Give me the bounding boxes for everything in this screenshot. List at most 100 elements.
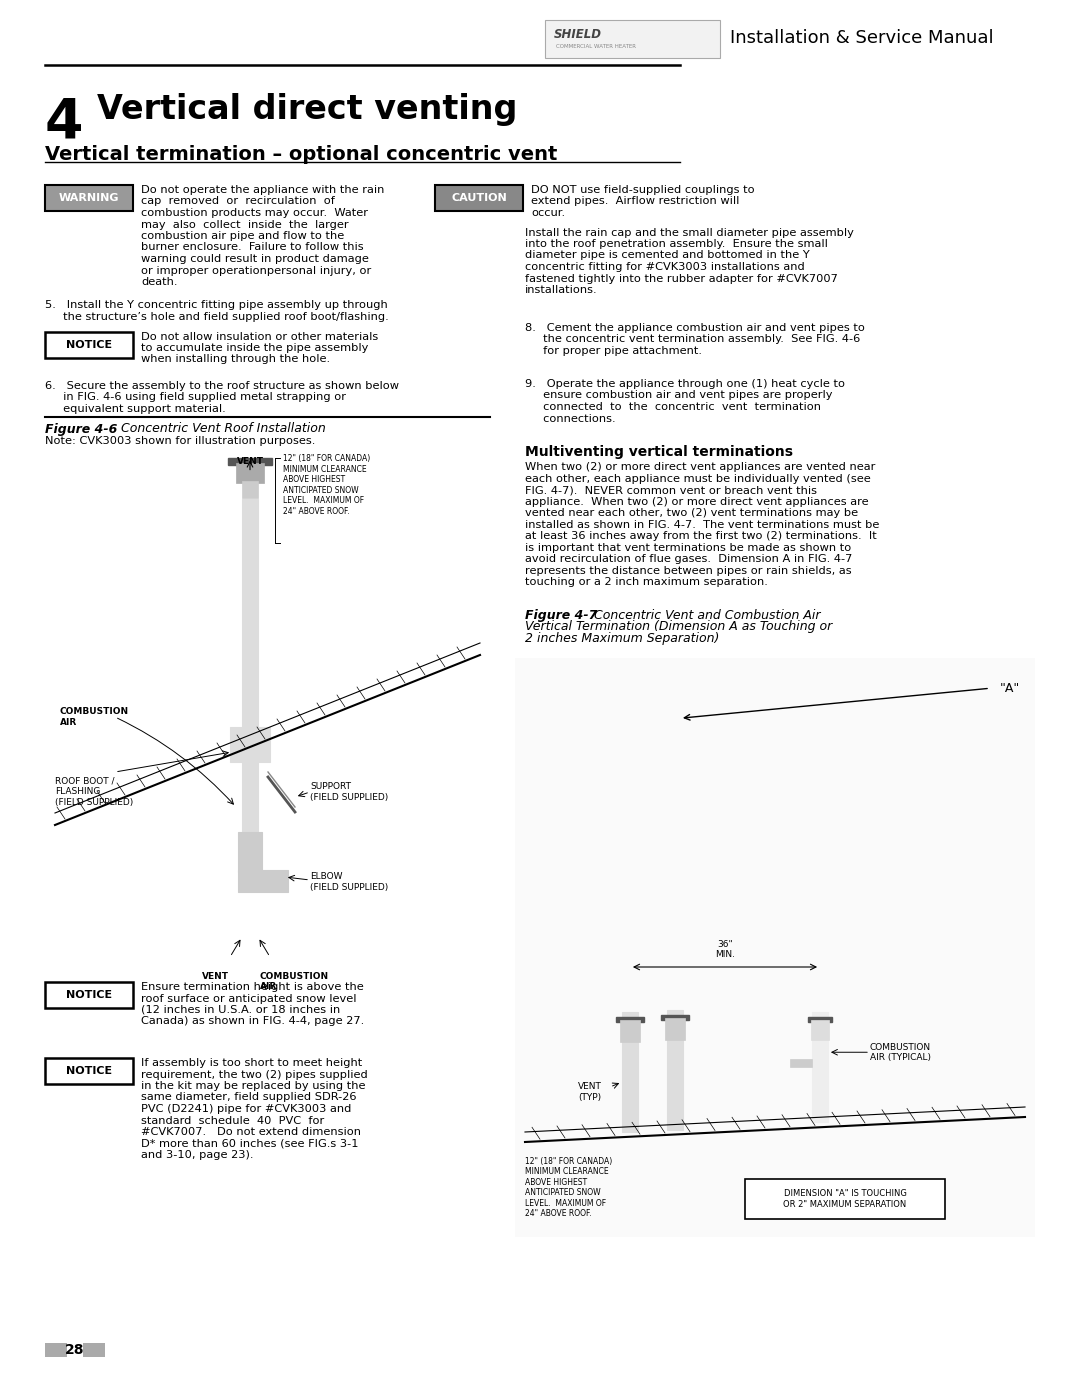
Bar — [237, 462, 264, 482]
Text: Ensure termination height is above the: Ensure termination height is above the — [141, 982, 364, 992]
Bar — [238, 833, 262, 872]
Text: same diameter, field supplied SDR-26: same diameter, field supplied SDR-26 — [141, 1092, 356, 1102]
Text: 5.   Install the Y concentric fitting pipe assembly up through: 5. Install the Y concentric fitting pipe… — [45, 300, 388, 310]
Text: NOTICE: NOTICE — [66, 1066, 112, 1076]
Bar — [45, 184, 133, 211]
Text: extend pipes.  Airflow restriction will: extend pipes. Airflow restriction will — [531, 197, 740, 207]
Bar — [745, 1179, 945, 1220]
Text: 2 inches Maximum Separation): 2 inches Maximum Separation) — [525, 631, 719, 645]
Text: or improper operationpersonal injury, or: or improper operationpersonal injury, or — [141, 265, 372, 275]
Text: When two (2) or more direct vent appliances are vented near: When two (2) or more direct vent applian… — [525, 462, 876, 472]
Text: connections.: connections. — [525, 414, 616, 423]
Text: Vertical Termination (Dimension A as Touching or: Vertical Termination (Dimension A as Tou… — [525, 620, 833, 633]
Bar — [620, 1020, 640, 1042]
Text: 12" (18" FOR CANADA)
MINIMUM CLEARANCE
ABOVE HIGHEST
ANTICIPATED SNOW
LEVEL.  MA: 12" (18" FOR CANADA) MINIMUM CLEARANCE A… — [283, 454, 370, 515]
Text: vented near each other, two (2) vent terminations may be: vented near each other, two (2) vent ter… — [525, 509, 859, 518]
Text: standard  schedule  40  PVC  for: standard schedule 40 PVC for — [141, 1115, 324, 1126]
Text: appliance.  When two (2) or more direct vent appliances are: appliance. When two (2) or more direct v… — [525, 497, 868, 507]
Text: represents the distance between pipes or rain shields, as: represents the distance between pipes or… — [525, 566, 852, 576]
Text: avoid recirculation of flue gases.  Dimension A in FIG. 4-7: avoid recirculation of flue gases. Dimen… — [525, 555, 852, 564]
Text: 6.   Secure the assembly to the roof structure as shown below: 6. Secure the assembly to the roof struc… — [45, 381, 399, 391]
Bar — [237, 499, 264, 856]
Text: the structure’s hole and field supplied roof boot/flashing.: the structure’s hole and field supplied … — [45, 312, 389, 321]
Text: for proper pipe attachment.: for proper pipe attachment. — [525, 346, 702, 356]
Text: (12 inches in U.S.A. or 18 inches in: (12 inches in U.S.A. or 18 inches in — [141, 1004, 340, 1016]
Text: fastened tightly into the rubber adapter for #CVK7007: fastened tightly into the rubber adapter… — [525, 274, 838, 284]
Text: COMBUSTION
AIR: COMBUSTION AIR — [260, 972, 329, 992]
Text: VENT: VENT — [237, 457, 264, 467]
Text: equivalent support material.: equivalent support material. — [45, 404, 226, 414]
Text: Figure 4-6: Figure 4-6 — [45, 422, 118, 436]
Text: diameter pipe is cemented and bottomed in the Y: diameter pipe is cemented and bottomed i… — [525, 250, 810, 260]
Bar — [665, 1017, 685, 1039]
Text: DO NOT use field-supplied couplings to: DO NOT use field-supplied couplings to — [531, 184, 755, 196]
Bar — [228, 457, 272, 464]
Text: concentric fitting for #CVK3003 installations and: concentric fitting for #CVK3003 installa… — [525, 263, 805, 272]
Text: VENT
(TYP): VENT (TYP) — [578, 1083, 602, 1102]
Text: when installing through the hole.: when installing through the hole. — [141, 355, 330, 365]
Text: SHIELD: SHIELD — [554, 28, 602, 41]
Text: the concentric vent termination assembly.  See FIG. 4-6: the concentric vent termination assembly… — [525, 334, 861, 345]
Bar — [812, 1013, 828, 1122]
Text: D* more than 60 inches (see FIG.s 3-1: D* more than 60 inches (see FIG.s 3-1 — [141, 1139, 359, 1148]
Text: SUPPORT
(FIELD SUPPLIED): SUPPORT (FIELD SUPPLIED) — [310, 782, 388, 802]
Text: requirement, the two (2) pipes supplied: requirement, the two (2) pipes supplied — [141, 1070, 368, 1080]
Text: Vertical direct venting: Vertical direct venting — [97, 94, 517, 126]
Text: ELBOW
(FIELD SUPPLIED): ELBOW (FIELD SUPPLIED) — [310, 872, 388, 891]
Text: to accumulate inside the pipe assembly: to accumulate inside the pipe assembly — [141, 344, 368, 353]
Text: roof surface or anticipated snow level: roof surface or anticipated snow level — [141, 993, 356, 1003]
Text: each other, each appliance must be individually vented (see: each other, each appliance must be indiv… — [525, 474, 870, 483]
Text: CAUTION: CAUTION — [451, 193, 507, 203]
Text: WARNING: WARNING — [58, 193, 119, 203]
Text: NOTICE: NOTICE — [66, 339, 112, 349]
Text: 9.   Operate the appliance through one (1) heat cycle to: 9. Operate the appliance through one (1)… — [525, 379, 845, 388]
Text: in FIG. 4-6 using field supplied metal strapping or: in FIG. 4-6 using field supplied metal s… — [45, 393, 346, 402]
Text: into the roof penetration assembly.  Ensure the small: into the roof penetration assembly. Ensu… — [525, 239, 828, 249]
Bar — [45, 1058, 133, 1084]
Text: VENT: VENT — [202, 972, 229, 981]
Text: burner enclosure.  Failure to follow this: burner enclosure. Failure to follow this — [141, 243, 364, 253]
Bar — [811, 1020, 829, 1041]
Text: COMBUSTION
AIR (TYPICAL): COMBUSTION AIR (TYPICAL) — [870, 1042, 931, 1062]
Text: connected  to  the  concentric  vent  termination: connected to the concentric vent termina… — [525, 402, 821, 412]
Text: in the kit may be replaced by using the: in the kit may be replaced by using the — [141, 1081, 365, 1091]
Text: 12" (18" FOR CANADA)
MINIMUM CLEARANCE
ABOVE HIGHEST
ANTICIPATED SNOW
LEVEL.  MA: 12" (18" FOR CANADA) MINIMUM CLEARANCE A… — [525, 1157, 612, 1218]
Text: installations.: installations. — [525, 285, 597, 295]
Bar — [242, 499, 258, 877]
Text: NOTICE: NOTICE — [66, 990, 112, 1000]
Bar — [661, 1014, 689, 1020]
Text: COMBUSTION
AIR: COMBUSTION AIR — [60, 707, 130, 726]
Text: Concentric Vent and Combustion Air: Concentric Vent and Combustion Air — [590, 609, 821, 622]
Text: Vertical termination – optional concentric vent: Vertical termination – optional concentr… — [45, 145, 557, 163]
Bar — [545, 20, 720, 59]
Bar — [238, 870, 288, 893]
Text: 28: 28 — [65, 1343, 84, 1356]
Text: Canada) as shown in FIG. 4-4, page 27.: Canada) as shown in FIG. 4-4, page 27. — [141, 1017, 364, 1027]
Text: Note: CVK3003 shown for illustration purposes.: Note: CVK3003 shown for illustration pur… — [45, 436, 315, 446]
Bar — [242, 481, 258, 497]
Text: 36"
MIN.: 36" MIN. — [715, 940, 735, 958]
Bar — [789, 1059, 812, 1067]
Text: cap  removed  or  recirculation  of: cap removed or recirculation of — [141, 197, 335, 207]
Text: DIMENSION "A" IS TOUCHING
OR 2" MAXIMUM SEPARATION: DIMENSION "A" IS TOUCHING OR 2" MAXIMUM … — [783, 1189, 906, 1208]
Text: Concentric Vent Roof Installation: Concentric Vent Roof Installation — [117, 422, 326, 436]
Text: Figure 4-7: Figure 4-7 — [525, 609, 597, 622]
Bar — [435, 184, 523, 211]
Bar — [808, 1017, 832, 1023]
Bar — [622, 1011, 638, 1132]
Text: installed as shown in FIG. 4-7.  The vent terminations must be: installed as shown in FIG. 4-7. The vent… — [525, 520, 879, 529]
Text: touching or a 2 inch maximum separation.: touching or a 2 inch maximum separation. — [525, 577, 768, 587]
Text: FIG. 4-7).  NEVER common vent or breach vent this: FIG. 4-7). NEVER common vent or breach v… — [525, 485, 816, 496]
Text: combustion air pipe and flow to the: combustion air pipe and flow to the — [141, 231, 345, 242]
Text: may  also  collect  inside  the  larger: may also collect inside the larger — [141, 219, 349, 229]
Text: Install the rain cap and the small diameter pipe assembly: Install the rain cap and the small diame… — [525, 228, 854, 237]
Bar — [230, 726, 270, 761]
Text: death.: death. — [141, 277, 177, 286]
Bar — [83, 1343, 105, 1356]
Text: Do not allow insulation or other materials: Do not allow insulation or other materia… — [141, 331, 378, 341]
Text: #CVK7007.   Do not extend dimension: #CVK7007. Do not extend dimension — [141, 1127, 361, 1137]
Text: Do not operate the appliance with the rain: Do not operate the appliance with the ra… — [141, 184, 384, 196]
Bar — [667, 1010, 683, 1130]
Text: Installation & Service Manual: Installation & Service Manual — [730, 29, 994, 47]
Text: ensure combustion air and vent pipes are properly: ensure combustion air and vent pipes are… — [525, 391, 833, 401]
